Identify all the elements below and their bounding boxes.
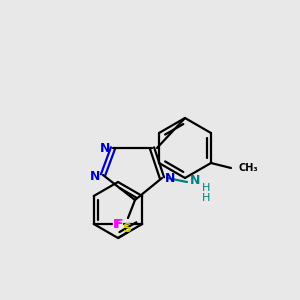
- Text: H: H: [202, 183, 210, 193]
- Text: CH₃: CH₃: [239, 163, 259, 173]
- Text: N: N: [165, 172, 175, 184]
- Text: H: H: [202, 193, 210, 203]
- Text: N: N: [100, 142, 110, 154]
- Text: N: N: [190, 173, 200, 187]
- Text: S: S: [122, 221, 131, 235]
- Text: F: F: [113, 218, 122, 230]
- Text: N: N: [90, 170, 100, 184]
- Text: F: F: [115, 218, 123, 230]
